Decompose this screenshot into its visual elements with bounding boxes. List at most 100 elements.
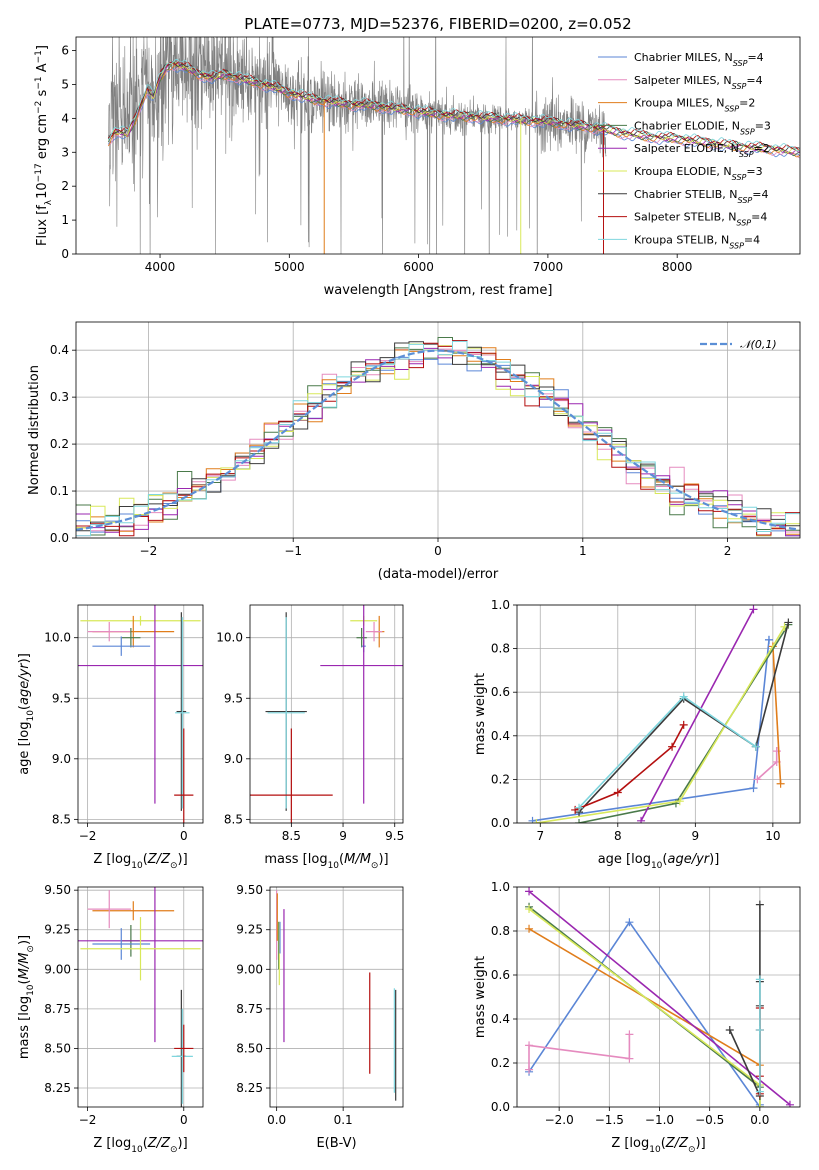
x-tick-label: 7 xyxy=(536,829,544,843)
series-point xyxy=(675,797,684,806)
plot-area xyxy=(528,605,793,823)
legend-label-name: Kroupa MILES, N xyxy=(634,97,724,110)
series-kroupa_stelib xyxy=(575,692,760,812)
x-axis-label-part: Z [log xyxy=(93,852,131,867)
y-tick-label: 0.6 xyxy=(491,685,510,699)
errorbar-salpeter_elodie xyxy=(78,605,203,804)
x-tick-label: 0.1 xyxy=(334,1113,353,1127)
y-tick-label: 0.0 xyxy=(491,1100,510,1114)
series-point xyxy=(749,784,758,793)
series-point xyxy=(668,742,677,751)
legend-label-kroupa_miles: Kroupa MILES, NSSP=2 xyxy=(634,97,755,114)
y-tick-label: 0.4 xyxy=(491,1012,510,1026)
series-point xyxy=(571,805,580,814)
series-point xyxy=(679,720,688,729)
grid xyxy=(270,887,403,1107)
y-tick-label: 0.4 xyxy=(50,343,69,357)
y-axis-label-part: s xyxy=(35,89,50,100)
y-tick-label: 5 xyxy=(61,77,69,91)
x-tick-label: 9.5 xyxy=(385,829,404,843)
axes-frame xyxy=(269,886,404,1108)
y-tick-label: 0.0 xyxy=(491,816,510,830)
x-tick-label: 8.5 xyxy=(282,829,301,843)
series-chabrier_stelib xyxy=(725,900,764,1100)
legend-label-tail: =4 xyxy=(747,51,763,64)
series-point xyxy=(753,775,762,784)
series-line xyxy=(756,751,778,780)
normal-curve xyxy=(76,349,798,531)
y-tick-label: 9.00 xyxy=(236,962,263,976)
x-tick-label: 7000 xyxy=(533,260,564,274)
series-line xyxy=(528,890,791,1106)
y-tick-label: 9.00 xyxy=(44,962,71,976)
x-axis-label-part: ⊙ xyxy=(371,861,379,871)
y-axis-label-part: ( xyxy=(17,705,32,710)
x-tick-label: 4000 xyxy=(145,260,176,274)
y-tick-label: 0.4 xyxy=(491,729,510,743)
errorbar-kroupa_elodie xyxy=(80,917,201,981)
series-point xyxy=(755,900,764,909)
y-axis-label: Normed distribution xyxy=(27,365,42,495)
legend-label-tail: =4 xyxy=(751,211,767,224)
chart-mass_vs_ebv: 0.0 0.1 8.25 8.50 8.75 9.00 9.25 9.50 E(B-V) xyxy=(236,883,404,1151)
x-tick-label: −0.5 xyxy=(695,1113,724,1127)
x-tick-label: 10 xyxy=(765,829,780,843)
legend-label-name: Chabrier ELODIE, N xyxy=(634,119,740,132)
y-axis-label-part: ⊙ xyxy=(26,945,36,953)
y-axis-label-part: mass weight xyxy=(473,956,488,1038)
y-tick-label: 0.2 xyxy=(491,772,510,786)
series-salpeter_stelib xyxy=(571,720,688,814)
series-point xyxy=(613,788,622,797)
legend-label-name: Chabrier STELIB, N xyxy=(634,188,738,201)
legend-label-chabrier_stelib: Chabrier STELIB, NSSP=4 xyxy=(634,188,768,205)
x-axis-label-part: )] xyxy=(178,852,188,867)
legend-label-tail: =4 xyxy=(746,74,762,87)
x-axis-label-part: Z/Z xyxy=(147,1136,171,1151)
x-tick-label: 0 xyxy=(180,829,188,843)
legend-label-kroupa_stelib: Kroupa STELIB, NSSP=4 xyxy=(634,233,760,250)
series-point xyxy=(525,887,534,896)
x-tick-label: 9 xyxy=(692,829,700,843)
x-axis-label-part: M/M xyxy=(344,852,371,867)
series-salpeter_miles xyxy=(753,747,781,784)
model-salpeter_elodie xyxy=(108,62,800,155)
legend-label-name: Kroupa ELODIE, N xyxy=(634,165,732,178)
x-axis-label-part: 10 xyxy=(131,861,143,871)
series-point xyxy=(755,975,764,984)
errorbar-salpeter_stelib xyxy=(174,1024,194,1073)
series-line xyxy=(528,908,761,1107)
y-axis-label-part: )] xyxy=(17,653,32,663)
legend-label-sub: SSP xyxy=(732,81,747,90)
model-kroupa_stelib xyxy=(108,58,800,152)
series-point xyxy=(764,635,773,644)
errorbar-salpeter_miles xyxy=(87,621,131,642)
legend-label-tail: =2 xyxy=(754,142,770,155)
x-axis-label-part: ⊙ xyxy=(170,861,178,871)
x-axis-label: Z [log10(Z/Z⊙)] xyxy=(93,1136,187,1155)
series-line xyxy=(772,646,782,784)
x-tick-label: 5000 xyxy=(274,260,305,274)
series-point xyxy=(725,1026,734,1034)
y-tick-label: 1 xyxy=(61,213,69,227)
legend-label-sub: SSP xyxy=(729,241,744,250)
x-axis-label: Z [log10(Z/Z⊙)] xyxy=(93,852,187,871)
series-salpeter_elodie xyxy=(637,605,758,823)
legend-label-sub: SSP xyxy=(724,104,739,113)
plot-area xyxy=(250,605,403,823)
y-tick-label: 10.0 xyxy=(216,631,243,645)
y-tick-label: 1.0 xyxy=(491,880,510,894)
legend-label-sub: SSP xyxy=(740,127,755,136)
series-point xyxy=(784,618,793,627)
y-axis-label-part: )] xyxy=(17,935,32,945)
axes-frame xyxy=(77,604,204,824)
x-tick-label: −2.0 xyxy=(545,1113,574,1127)
x-axis-label-part: 10 xyxy=(649,1145,661,1155)
plot-area xyxy=(78,605,203,823)
y-axis-label: mass weight xyxy=(473,956,488,1038)
x-tick-label: 6000 xyxy=(403,260,434,274)
legend-label-tail: =2 xyxy=(739,97,755,110)
errorbar-salpeter_stelib xyxy=(250,728,333,823)
y-tick-label: 0.8 xyxy=(491,642,510,656)
x-axis-label-part: 10 xyxy=(131,1145,143,1155)
